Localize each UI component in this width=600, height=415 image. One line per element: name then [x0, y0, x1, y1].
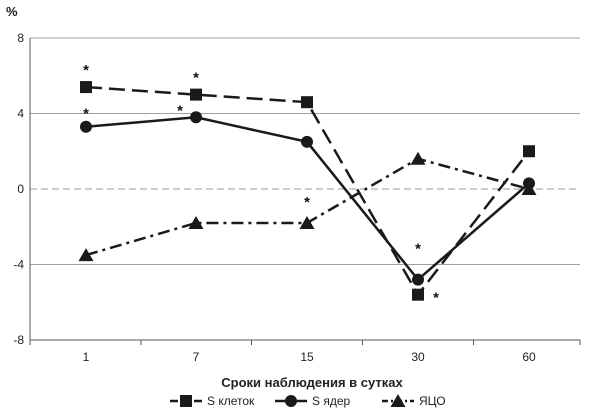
significance-star: *	[83, 106, 89, 123]
marks-layer: * * * * * * *	[78, 62, 537, 307]
data-point-triangle	[521, 182, 537, 195]
x-tick-label: 30	[411, 350, 425, 364]
significance-star: *	[193, 70, 199, 87]
data-point-triangle	[188, 215, 204, 229]
y-tick-label: 4	[17, 107, 24, 121]
legend-label: S клеток	[207, 394, 255, 408]
y-tick-label: 0	[17, 182, 24, 196]
data-point-square	[80, 81, 92, 94]
data-point-square	[523, 145, 535, 158]
data-point-circle	[80, 120, 92, 133]
data-point-square	[412, 288, 424, 301]
significance-star: *	[177, 102, 183, 119]
legend-marker-square	[180, 395, 192, 407]
data-point-square	[190, 88, 202, 101]
x-tick-label: 7	[193, 350, 200, 364]
data-point-triangle	[410, 151, 426, 165]
series-line-0	[85, 85, 530, 297]
data-point-circle	[190, 111, 202, 124]
series-layer	[85, 85, 530, 297]
data-point-triangle	[299, 215, 315, 229]
legend-marker-circle	[285, 395, 297, 407]
x-axis-title: Сроки наблюдения в сутках	[221, 375, 403, 390]
significance-star: *	[83, 62, 89, 79]
axis-layer: 8 4 0 -4 -8 1 7 15 30 60	[13, 31, 581, 364]
significance-star: *	[433, 290, 439, 307]
y-tick-label: -8	[13, 333, 24, 347]
legend-label: S ядер	[312, 394, 351, 408]
data-point-circle	[412, 273, 424, 286]
data-point-circle	[301, 135, 313, 148]
data-point-triangle	[78, 248, 94, 262]
significance-star: *	[415, 241, 421, 258]
legend-marker-triangle	[390, 394, 406, 407]
legend-label: ЯЦО	[419, 394, 446, 408]
y-tick-label: 8	[17, 31, 24, 45]
x-tick-label: 60	[522, 350, 536, 364]
data-point-square	[301, 96, 313, 109]
y-unit-label: %	[6, 4, 18, 19]
legend: S клеток S ядер ЯЦО	[170, 394, 446, 408]
grid-layer	[30, 37, 580, 265]
x-tick-label: 1	[83, 350, 90, 364]
y-tick-label: -4	[13, 258, 24, 272]
x-tick-label: 15	[300, 350, 314, 364]
significance-star: *	[304, 194, 310, 211]
